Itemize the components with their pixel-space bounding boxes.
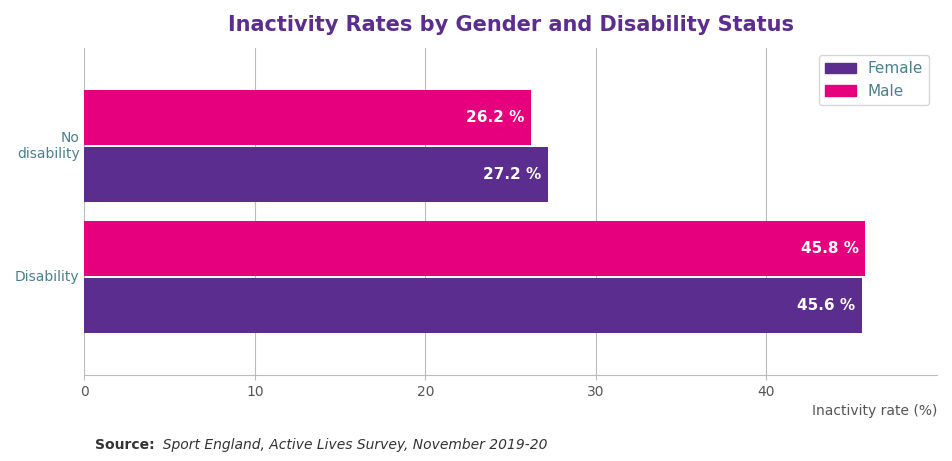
Title: Inactivity Rates by Gender and Disability Status: Inactivity Rates by Gender and Disabilit… xyxy=(228,15,794,35)
Text: 45.6 %: 45.6 % xyxy=(797,298,855,313)
Bar xyxy=(85,89,531,145)
Bar xyxy=(85,147,548,202)
Text: 27.2 %: 27.2 % xyxy=(484,167,542,182)
Legend: Female, Male: Female, Male xyxy=(819,55,929,105)
Text: Sport England, Active Lives Survey, November 2019-20: Sport England, Active Lives Survey, Nove… xyxy=(154,438,547,452)
Text: Source:: Source: xyxy=(95,438,155,452)
X-axis label: Inactivity rate (%): Inactivity rate (%) xyxy=(812,404,937,418)
Text: 45.8 %: 45.8 % xyxy=(801,241,859,255)
Text: 26.2 %: 26.2 % xyxy=(466,110,525,124)
Bar xyxy=(85,220,865,276)
Bar xyxy=(85,278,862,333)
